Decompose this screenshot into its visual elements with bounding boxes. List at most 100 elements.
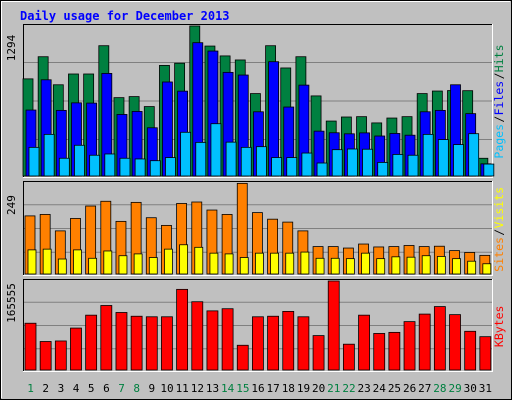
bar-sites-day-4	[73, 249, 82, 275]
x-label-day-27: 27	[418, 382, 431, 395]
x-label-day-26: 26	[403, 382, 416, 395]
x-label-day-21: 21	[327, 382, 340, 395]
bar-kbytes-day-11	[176, 288, 189, 371]
bar-kbytes-day-4	[70, 327, 82, 371]
bar-kbytes-day-22	[342, 343, 355, 371]
side-label-kbytes: KBytes	[492, 306, 506, 348]
bar-pages-day-10	[165, 157, 176, 177]
x-label-day-3: 3	[58, 382, 65, 395]
bar-sites-day-24	[376, 258, 386, 275]
bar-pages-day-9	[149, 160, 161, 177]
bar-kbytes-day-16	[252, 316, 264, 371]
bar-pages-day-7	[119, 157, 131, 177]
bar-sites-day-19	[300, 251, 310, 275]
x-label-day-17: 17	[267, 382, 280, 395]
bar-pages-day-22	[346, 148, 358, 177]
x-label-day-22: 22	[342, 382, 355, 395]
bar-kbytes-day-1	[24, 322, 37, 371]
y-max-label-visits-sites: 249	[5, 195, 18, 215]
bar-sites-day-12	[194, 246, 204, 275]
bar-kbytes-day-24	[373, 333, 386, 371]
x-label-day-15: 15	[236, 382, 249, 395]
bar-kbytes-day-5	[85, 314, 98, 371]
x-label-day-1: 1	[27, 382, 34, 395]
bar-kbytes-day-23	[358, 314, 370, 371]
side-label-files: Files	[492, 81, 506, 116]
bar-sites-day-31	[482, 263, 492, 275]
bar-sites-day-29	[452, 258, 461, 275]
bar-sites-day-30	[467, 260, 477, 275]
bar-sites-day-13	[209, 252, 219, 275]
bar-kbytes-day-31	[479, 336, 492, 371]
bar-pages-day-3	[58, 157, 70, 177]
bar-pages-day-25	[392, 154, 404, 177]
bar-sites-day-14	[224, 253, 234, 275]
bar-pages-day-31	[483, 163, 495, 177]
x-label-day-28: 28	[433, 382, 446, 395]
side-label-visits: Visits	[492, 187, 506, 229]
bar-pages-day-6	[104, 153, 116, 177]
x-label-day-18: 18	[282, 382, 295, 395]
bar-kbytes-day-30	[464, 330, 477, 371]
bar-pages-day-13	[210, 123, 222, 177]
bar-kbytes-day-3	[54, 340, 67, 371]
side-label-pages: Pages	[492, 124, 506, 159]
bar-sites-day-23	[361, 252, 370, 275]
chart-title: Daily usage for December 2013	[20, 9, 230, 23]
x-label-day-6: 6	[103, 382, 110, 395]
bar-pages-day-5	[89, 154, 101, 177]
bar-kbytes-day-12	[191, 301, 204, 371]
x-label-day-20: 20	[312, 382, 325, 395]
bar-pages-day-29	[453, 144, 464, 177]
bar-pages-day-15	[240, 146, 252, 177]
bar-kbytes-day-15	[236, 344, 249, 371]
bar-kbytes-day-21	[327, 280, 340, 371]
bar-sites-day-6	[103, 250, 113, 275]
bar-pages-day-20	[316, 162, 328, 177]
bar-kbytes-day-25	[388, 331, 401, 371]
bar-kbytes-day-13	[206, 310, 219, 371]
x-label-day-29: 29	[448, 382, 461, 395]
x-label-day-14: 14	[221, 382, 235, 395]
side-label-slash: /	[492, 116, 506, 123]
bar-sites-day-3	[57, 258, 67, 275]
x-label-day-10: 10	[160, 382, 173, 395]
x-axis-day-labels: 1 2 3 4 5 6 7 8 9 10 11 12 13 14 15 16 17 18 19 20 21 22 23 24 2…	[27, 382, 492, 395]
bar-sites-day-21	[330, 257, 340, 275]
bar-sites-day-17	[270, 252, 279, 275]
bar-sites-day-7	[118, 255, 128, 275]
bar-pages-day-2	[43, 133, 55, 177]
bar-sites-day-16	[255, 252, 264, 275]
bar-sites-day-20	[315, 257, 325, 275]
bar-sites-day-10	[164, 248, 173, 275]
bar-pages-day-16	[256, 146, 267, 177]
bar-pages-day-19	[301, 152, 313, 177]
bar-kbytes-day-10	[161, 316, 173, 371]
bar-sites-day-8	[133, 253, 143, 275]
bar-kbytes-day-19	[297, 316, 310, 371]
bar-sites-day-9	[148, 257, 158, 275]
x-label-day-31: 31	[479, 382, 492, 395]
x-label-day-9: 9	[149, 382, 156, 395]
y-axis-max-labels: 1294 249 165555	[5, 34, 18, 322]
bar-pages-day-12	[195, 141, 207, 177]
bar-kbytes-day-18	[282, 311, 295, 371]
bar-sites-day-2	[42, 248, 52, 275]
bar-pages-day-23	[362, 148, 373, 177]
bar-pages-day-17	[271, 157, 282, 177]
bar-sites-day-26	[406, 256, 416, 275]
bar-kbytes-day-6	[100, 305, 113, 371]
side-label-slash: /	[492, 229, 506, 236]
bar-pages-day-27	[422, 133, 434, 177]
bar-kbytes-day-29	[449, 314, 461, 371]
bar-sites-day-15	[239, 257, 249, 275]
bar-sites-day-28	[436, 256, 446, 275]
bar-sites-day-18	[285, 252, 295, 275]
bar-kbytes-day-28	[433, 306, 446, 371]
bar-pages-day-14	[225, 141, 237, 177]
bar-sites-day-11	[179, 244, 189, 275]
bar-pages-day-21	[331, 149, 343, 177]
x-label-day-4: 4	[73, 382, 80, 395]
